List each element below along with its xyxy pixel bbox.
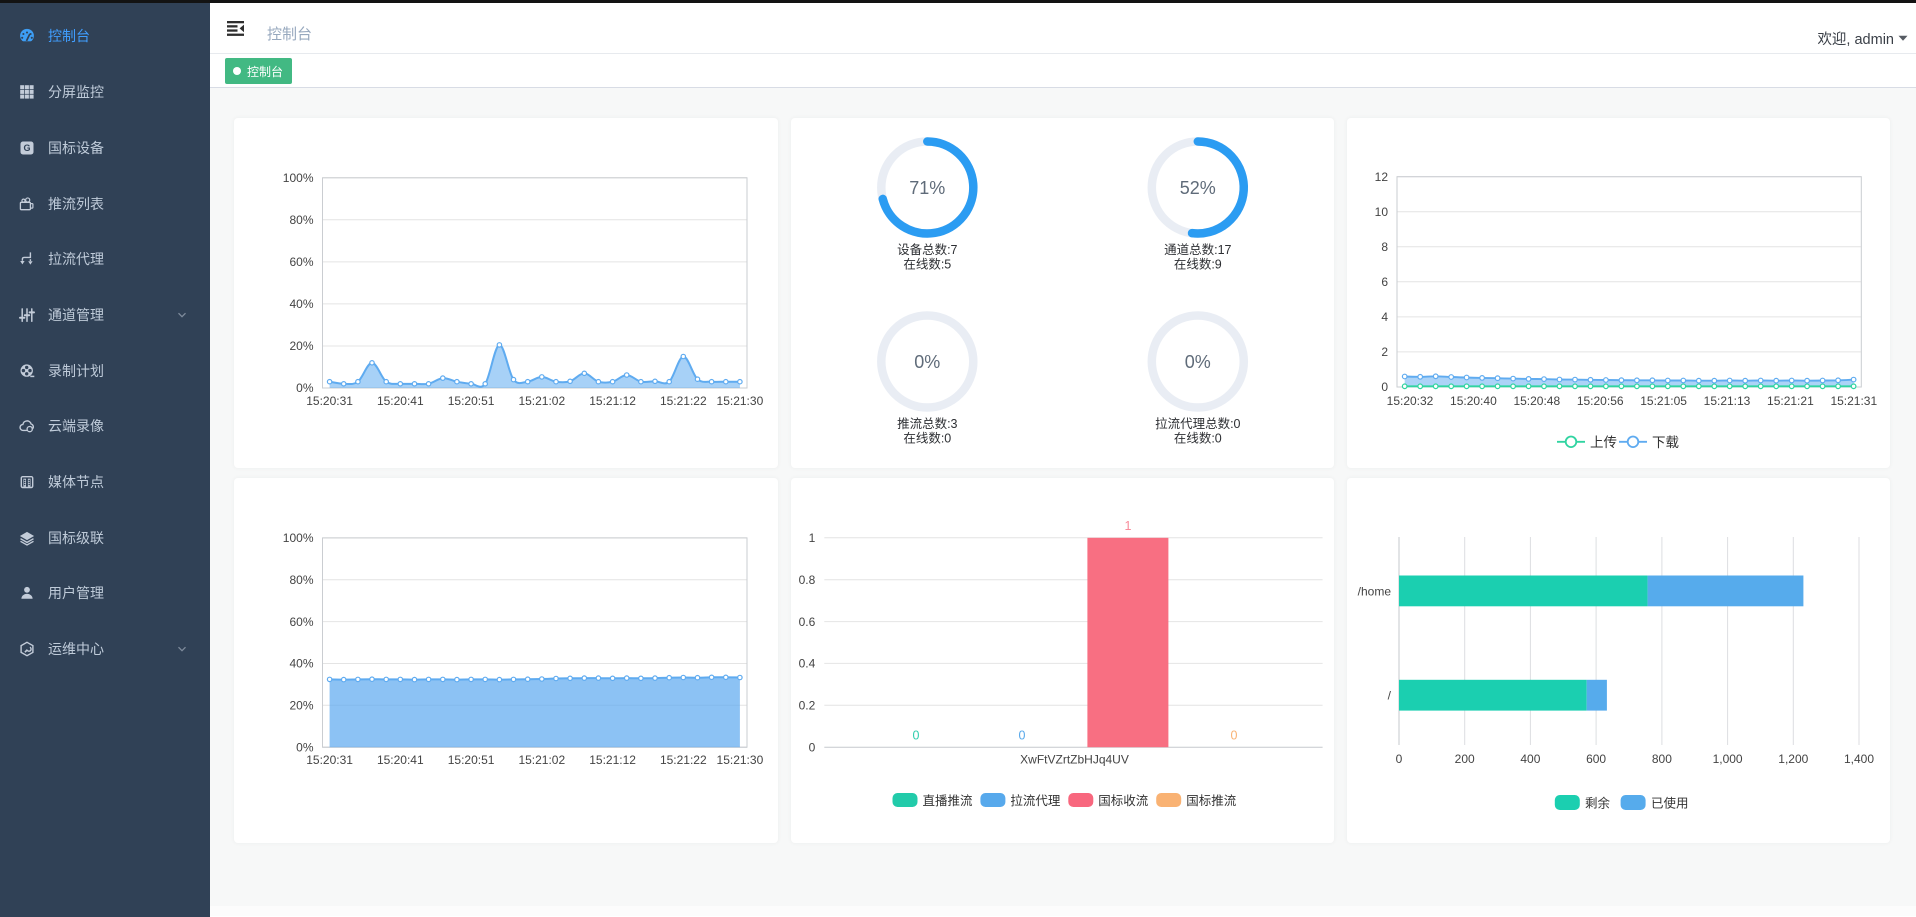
svg-text:4: 4: [1381, 310, 1388, 324]
svg-text:0.4: 0.4: [799, 657, 816, 671]
svg-text:15:20:51: 15:20:51: [448, 753, 495, 767]
svg-text:/: /: [1388, 689, 1392, 703]
svg-text:600: 600: [1586, 752, 1606, 766]
svg-text:15:21:30: 15:21:30: [717, 394, 764, 408]
svg-text:G: G: [23, 143, 30, 153]
svg-text:0: 0: [1396, 752, 1403, 766]
svg-text:800: 800: [1652, 752, 1672, 766]
svg-text:400: 400: [1520, 752, 1540, 766]
svg-text:40%: 40%: [289, 657, 313, 671]
svg-text:0%: 0%: [296, 381, 314, 395]
svg-text:上传: 上传: [1590, 435, 1617, 450]
svg-text:15:20:32: 15:20:32: [1387, 394, 1434, 408]
svg-text:80%: 80%: [289, 213, 313, 227]
svg-text:通道总数:17: 通道总数:17: [1164, 242, 1231, 257]
svg-text:设备总数:7: 设备总数:7: [897, 242, 957, 257]
svg-text:0%: 0%: [914, 352, 940, 372]
svg-text:15:21:31: 15:21:31: [1830, 394, 1877, 408]
svg-text:100%: 100%: [283, 531, 314, 545]
svg-text:8: 8: [1381, 240, 1388, 254]
svg-text:0%: 0%: [1185, 352, 1211, 372]
svg-text:15:21:02: 15:21:02: [518, 394, 565, 408]
svg-text:15:20:31: 15:20:31: [306, 753, 353, 767]
svg-text:国标推流: 国标推流: [1186, 794, 1237, 808]
svg-text:0: 0: [1019, 729, 1026, 743]
svg-text:15:21:12: 15:21:12: [589, 394, 636, 408]
svg-text:推流总数:3: 推流总数:3: [897, 416, 957, 431]
svg-text:15:20:41: 15:20:41: [377, 753, 424, 767]
svg-text:/home: /home: [1358, 585, 1392, 599]
svg-text:0: 0: [809, 740, 816, 754]
svg-text:15:20:51: 15:20:51: [448, 394, 495, 408]
svg-text:15:20:41: 15:20:41: [377, 394, 424, 408]
svg-text:60%: 60%: [289, 255, 313, 269]
svg-text:1,400: 1,400: [1844, 752, 1874, 766]
svg-text:0.6: 0.6: [799, 615, 816, 629]
svg-text:0.2: 0.2: [799, 699, 816, 713]
svg-text:15:20:48: 15:20:48: [1513, 394, 1560, 408]
svg-text:60%: 60%: [289, 615, 313, 629]
svg-text:20%: 20%: [289, 699, 313, 713]
svg-text:15:20:56: 15:20:56: [1577, 394, 1624, 408]
svg-text:0%: 0%: [296, 740, 314, 754]
svg-text:直播推流: 直播推流: [923, 794, 974, 808]
svg-text:0: 0: [913, 729, 920, 743]
svg-text:12: 12: [1375, 170, 1389, 184]
svg-text:15:20:40: 15:20:40: [1450, 394, 1497, 408]
svg-text:15:21:30: 15:21:30: [717, 753, 764, 767]
svg-text:15:21:05: 15:21:05: [1640, 394, 1687, 408]
svg-text:XwFtVZrtZbHJq4UV: XwFtVZrtZbHJq4UV: [1020, 753, 1129, 767]
svg-text:1: 1: [809, 531, 816, 545]
svg-text:20%: 20%: [289, 339, 313, 353]
svg-text:0: 0: [1231, 729, 1238, 743]
svg-text:6: 6: [1381, 275, 1388, 289]
svg-text:15:20:31: 15:20:31: [306, 394, 353, 408]
svg-text:剩余: 剩余: [1585, 796, 1611, 811]
svg-text:15:21:22: 15:21:22: [660, 394, 707, 408]
svg-text:15:21:02: 15:21:02: [518, 753, 565, 767]
svg-text:15:21:12: 15:21:12: [589, 753, 636, 767]
svg-text:1,200: 1,200: [1778, 752, 1808, 766]
svg-text:200: 200: [1455, 752, 1475, 766]
svg-text:拉流代理总数:0: 拉流代理总数:0: [1155, 416, 1240, 431]
svg-text:拉流代理: 拉流代理: [1010, 793, 1061, 808]
svg-text:在线数:0: 在线数:0: [903, 431, 951, 446]
svg-text:国标收流: 国标收流: [1098, 794, 1149, 808]
svg-text:52%: 52%: [1180, 178, 1216, 198]
svg-text:下载: 下载: [1652, 435, 1679, 450]
svg-text:15:21:21: 15:21:21: [1767, 394, 1814, 408]
svg-text:15:21:22: 15:21:22: [660, 753, 707, 767]
svg-text:在线数:9: 在线数:9: [1174, 257, 1222, 272]
svg-text:在线数:0: 在线数:0: [1174, 431, 1222, 446]
svg-text:40%: 40%: [289, 297, 313, 311]
svg-text:80%: 80%: [289, 573, 313, 587]
svg-text:已使用: 已使用: [1651, 796, 1689, 811]
svg-text:0: 0: [1381, 380, 1388, 394]
svg-text:1: 1: [1125, 519, 1132, 533]
svg-text:在线数:5: 在线数:5: [903, 257, 951, 272]
svg-text:2: 2: [1381, 345, 1388, 359]
svg-text:71%: 71%: [909, 178, 945, 198]
svg-text:1,000: 1,000: [1713, 752, 1743, 766]
svg-text:10: 10: [1375, 205, 1389, 219]
svg-text:100%: 100%: [283, 171, 314, 185]
svg-text:15:21:13: 15:21:13: [1704, 394, 1751, 408]
svg-text:0.8: 0.8: [799, 573, 816, 587]
